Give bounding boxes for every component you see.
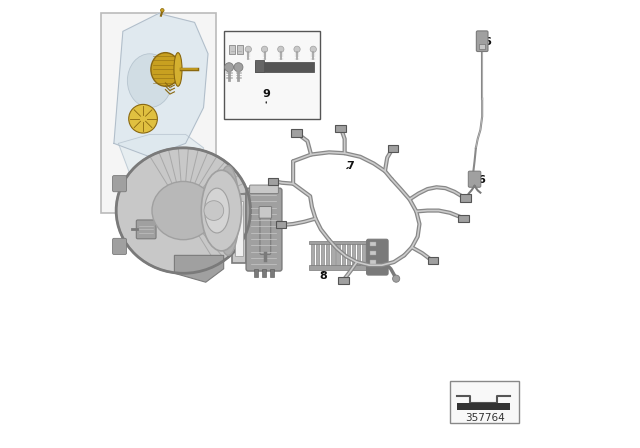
Bar (309, 265, 375, 270)
Polygon shape (114, 13, 208, 157)
Text: 6: 6 (483, 37, 491, 47)
Text: 4: 4 (224, 215, 233, 228)
FancyBboxPatch shape (224, 31, 320, 119)
Circle shape (161, 9, 164, 12)
FancyBboxPatch shape (246, 188, 282, 271)
Ellipse shape (127, 54, 172, 108)
Bar (370, 260, 376, 264)
FancyBboxPatch shape (250, 185, 278, 194)
FancyBboxPatch shape (428, 257, 438, 264)
Bar (253, 269, 258, 277)
Bar (309, 241, 375, 244)
Circle shape (234, 63, 243, 72)
FancyBboxPatch shape (237, 45, 243, 54)
Bar (332, 243, 335, 267)
FancyBboxPatch shape (113, 238, 127, 254)
Text: 9: 9 (262, 89, 270, 103)
FancyBboxPatch shape (335, 125, 346, 132)
FancyBboxPatch shape (113, 176, 127, 192)
Text: 8: 8 (320, 271, 328, 280)
FancyBboxPatch shape (476, 31, 488, 52)
Bar (367, 243, 370, 267)
FancyBboxPatch shape (460, 194, 471, 202)
Text: 357764: 357764 (465, 413, 504, 423)
Bar (457, 403, 511, 410)
Bar (342, 243, 345, 267)
Text: 5: 5 (257, 206, 265, 220)
Bar (352, 243, 355, 267)
FancyBboxPatch shape (338, 277, 349, 284)
Ellipse shape (116, 148, 251, 273)
Ellipse shape (152, 181, 215, 240)
Bar (347, 243, 350, 267)
FancyBboxPatch shape (268, 178, 278, 185)
Circle shape (294, 46, 300, 52)
Text: 2: 2 (177, 150, 184, 165)
Bar (262, 269, 266, 277)
Bar (357, 243, 360, 267)
Ellipse shape (205, 188, 229, 233)
Ellipse shape (151, 52, 180, 86)
Polygon shape (118, 134, 204, 193)
FancyBboxPatch shape (229, 45, 236, 54)
Bar (311, 243, 314, 267)
Text: 1: 1 (128, 222, 141, 233)
FancyBboxPatch shape (388, 145, 398, 152)
Bar (362, 243, 365, 267)
Circle shape (310, 46, 316, 52)
FancyBboxPatch shape (136, 220, 156, 239)
FancyBboxPatch shape (101, 13, 216, 213)
Text: 7: 7 (347, 161, 355, 171)
FancyBboxPatch shape (450, 381, 520, 423)
Circle shape (278, 46, 284, 52)
FancyBboxPatch shape (255, 60, 264, 72)
FancyBboxPatch shape (276, 221, 287, 228)
Circle shape (129, 104, 157, 133)
Polygon shape (175, 255, 224, 282)
FancyBboxPatch shape (259, 207, 271, 218)
Bar (326, 243, 330, 267)
Ellipse shape (217, 166, 239, 255)
FancyBboxPatch shape (235, 201, 243, 256)
Circle shape (204, 201, 224, 220)
Bar (270, 269, 275, 277)
Ellipse shape (174, 52, 182, 86)
Bar (370, 242, 376, 246)
Circle shape (225, 63, 234, 72)
Text: 6: 6 (477, 175, 485, 185)
FancyBboxPatch shape (232, 194, 246, 263)
Circle shape (392, 275, 400, 282)
Circle shape (245, 46, 252, 52)
Bar (337, 243, 340, 267)
Bar (316, 243, 319, 267)
FancyBboxPatch shape (367, 239, 388, 275)
FancyBboxPatch shape (255, 62, 314, 72)
Ellipse shape (202, 170, 242, 251)
FancyBboxPatch shape (468, 171, 481, 187)
Bar (370, 251, 376, 255)
FancyBboxPatch shape (458, 215, 468, 222)
FancyBboxPatch shape (479, 44, 485, 49)
FancyBboxPatch shape (260, 214, 271, 254)
FancyBboxPatch shape (291, 129, 301, 137)
Bar (321, 243, 324, 267)
Circle shape (261, 46, 268, 52)
Text: 3: 3 (240, 227, 248, 242)
